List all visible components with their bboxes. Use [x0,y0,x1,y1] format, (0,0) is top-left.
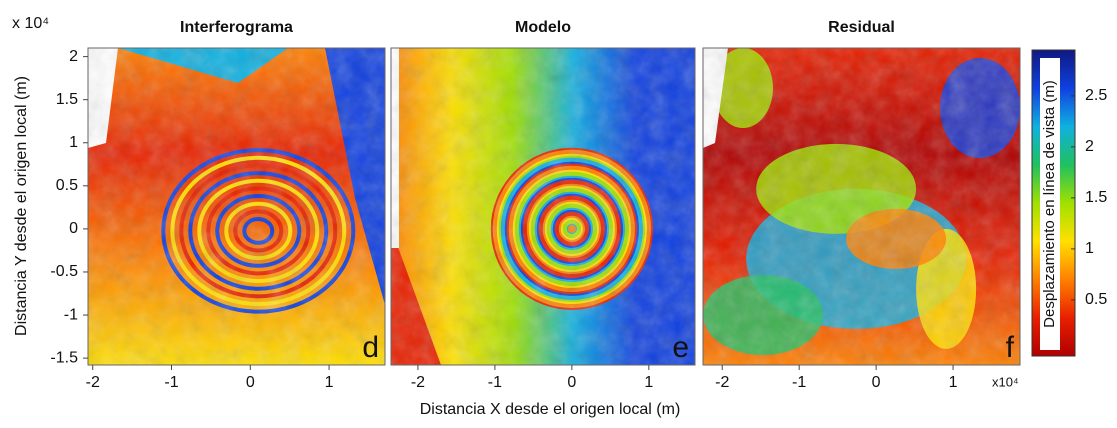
colorbar-tick-label: 0.5 [1085,291,1107,308]
panel-letter: d [362,331,379,364]
heatmap-image [88,48,385,365]
colorbar-label: Desplazamiento en línea de vista (m) [1041,80,1058,328]
noise [703,48,1020,365]
noise [88,48,385,365]
colorbar-tick-label: 1.5 [1085,189,1107,206]
x-tick-label: 0 [872,374,881,391]
colorbar-tick-label: 2.5 [1085,87,1107,104]
heatmap-image [391,48,695,365]
panel-letter: e [672,331,689,364]
x-tick-label: -1 [488,374,502,391]
y-tick-label: -1 [64,306,78,323]
panel-title: Interferograma [180,19,293,36]
panel-letter: f [1006,331,1015,364]
x-tick-label: -1 [792,374,806,391]
panel-title: Residual [828,19,895,36]
panel-title: Modelo [515,19,571,36]
x-tick-label: -2 [411,374,425,391]
y-tick-label: -1.5 [50,349,78,366]
x-tick-label: 1 [949,374,958,391]
x-tick-label: 1 [325,374,334,391]
y-tick-label: 0 [69,220,78,237]
y-tick-label: 0.5 [56,177,78,194]
x-tick-label: -1 [164,374,178,391]
y-tick-label: -0.5 [50,263,78,280]
y-axis-label: Distancia Y desde el origen local (m) [13,76,30,336]
x-tick-label: -2 [715,374,729,391]
y-tick-label: 2 [69,48,78,65]
x-axis-label: Distancia X desde el origen local (m) [420,401,681,418]
colorbar-tick-label: 1 [1085,240,1094,257]
x-tick-label: 0 [246,374,255,391]
x-tick-label: -2 [86,374,100,391]
colorbar-tick-label: 2 [1085,138,1094,155]
y-tick-label: 1.5 [56,91,78,108]
y-tick-label: 1 [69,134,78,151]
x-tick-label: 0 [567,374,576,391]
figure: Interferograma d -2 -1 0 1 -1.5 -1 -0.5 0 0.5 1 1.5 2… [0,0,1117,423]
y-exponent: x 10⁴ [12,15,49,32]
x-tick-label: 1 [644,374,653,391]
heatmap-image [703,48,1020,365]
noise [391,48,695,365]
x-exponent: x10⁴ [992,374,1019,389]
